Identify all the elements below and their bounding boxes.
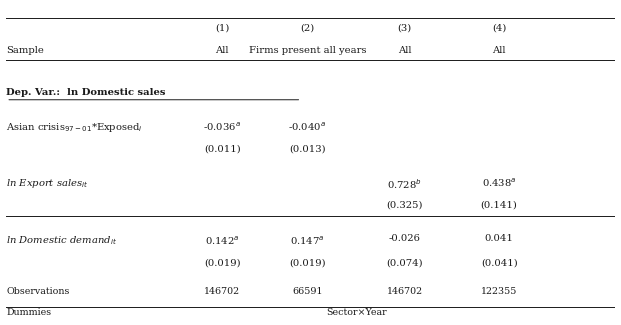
Text: (3): (3) [397,24,412,33]
Text: 146702: 146702 [387,287,423,296]
Text: (0.013): (0.013) [289,145,326,154]
Text: Dep. Var.:  ln Domestic sales: Dep. Var.: ln Domestic sales [6,88,166,97]
Text: 0.728$^{b}$: 0.728$^{b}$ [388,177,422,191]
Text: (2): (2) [301,24,315,33]
Text: All: All [215,46,229,55]
Text: Dummies: Dummies [6,308,52,317]
Text: Asian crisis$_{97-01}$*Exposed$_i$: Asian crisis$_{97-01}$*Exposed$_i$ [6,121,143,134]
Text: (0.074): (0.074) [386,258,423,267]
Text: (0.011): (0.011) [204,145,240,154]
Text: Sector×Year: Sector×Year [326,308,386,317]
Text: (4): (4) [492,24,506,33]
Text: All: All [398,46,412,55]
Text: (1): (1) [215,24,229,33]
Text: 122355: 122355 [481,287,517,296]
Text: 146702: 146702 [204,287,240,296]
Text: 0.438$^{a}$: 0.438$^{a}$ [482,177,517,189]
Text: 0.041: 0.041 [485,234,514,243]
Text: (0.019): (0.019) [289,258,326,267]
Text: -0.036$^{a}$: -0.036$^{a}$ [203,121,241,134]
Text: (0.141): (0.141) [481,201,517,210]
Text: -0.026: -0.026 [389,234,421,243]
Text: ln Domestic demand$_{it}$: ln Domestic demand$_{it}$ [6,234,117,247]
Text: 0.142$^{a}$: 0.142$^{a}$ [205,234,240,247]
Text: (0.325): (0.325) [387,201,423,210]
Text: Firms present all years: Firms present all years [248,46,366,55]
Text: All: All [492,46,506,55]
Text: 66591: 66591 [292,287,323,296]
Text: Observations: Observations [6,287,70,296]
Text: (0.019): (0.019) [204,258,240,267]
Text: ln Export sales$_{it}$: ln Export sales$_{it}$ [6,177,89,190]
Text: Sample: Sample [6,46,44,55]
Text: (0.041): (0.041) [481,258,517,267]
Text: -0.040$^{a}$: -0.040$^{a}$ [289,121,327,134]
Text: 0.147$^{a}$: 0.147$^{a}$ [290,234,325,247]
